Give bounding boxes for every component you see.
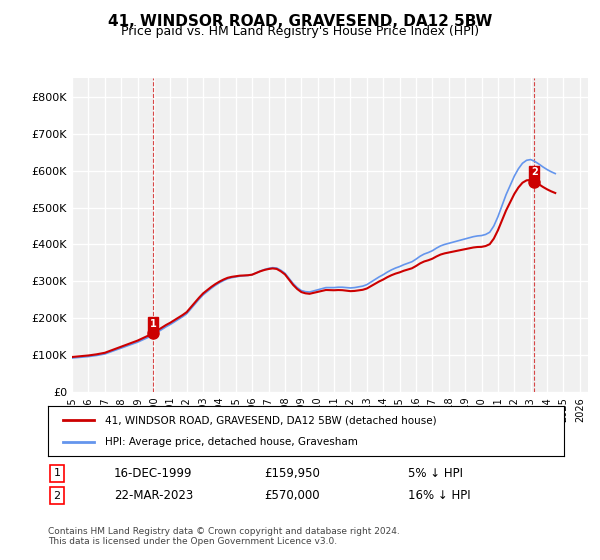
Text: 2: 2 [531, 167, 538, 178]
Text: Price paid vs. HM Land Registry's House Price Index (HPI): Price paid vs. HM Land Registry's House … [121, 25, 479, 38]
Text: Contains HM Land Registry data © Crown copyright and database right 2024.
This d: Contains HM Land Registry data © Crown c… [48, 526, 400, 546]
Text: 41, WINDSOR ROAD, GRAVESEND, DA12 5BW (detached house): 41, WINDSOR ROAD, GRAVESEND, DA12 5BW (d… [105, 415, 436, 425]
Text: £159,950: £159,950 [264, 466, 320, 480]
Text: £570,000: £570,000 [264, 489, 320, 502]
Text: 22-MAR-2023: 22-MAR-2023 [114, 489, 193, 502]
Text: 41, WINDSOR ROAD, GRAVESEND, DA12 5BW: 41, WINDSOR ROAD, GRAVESEND, DA12 5BW [108, 14, 492, 29]
Text: 5% ↓ HPI: 5% ↓ HPI [408, 466, 463, 480]
Text: 1: 1 [150, 319, 157, 329]
Text: 1: 1 [53, 468, 61, 478]
Text: 2: 2 [53, 491, 61, 501]
Text: 16% ↓ HPI: 16% ↓ HPI [408, 489, 470, 502]
Text: HPI: Average price, detached house, Gravesham: HPI: Average price, detached house, Grav… [105, 437, 358, 447]
Text: 16-DEC-1999: 16-DEC-1999 [114, 466, 193, 480]
